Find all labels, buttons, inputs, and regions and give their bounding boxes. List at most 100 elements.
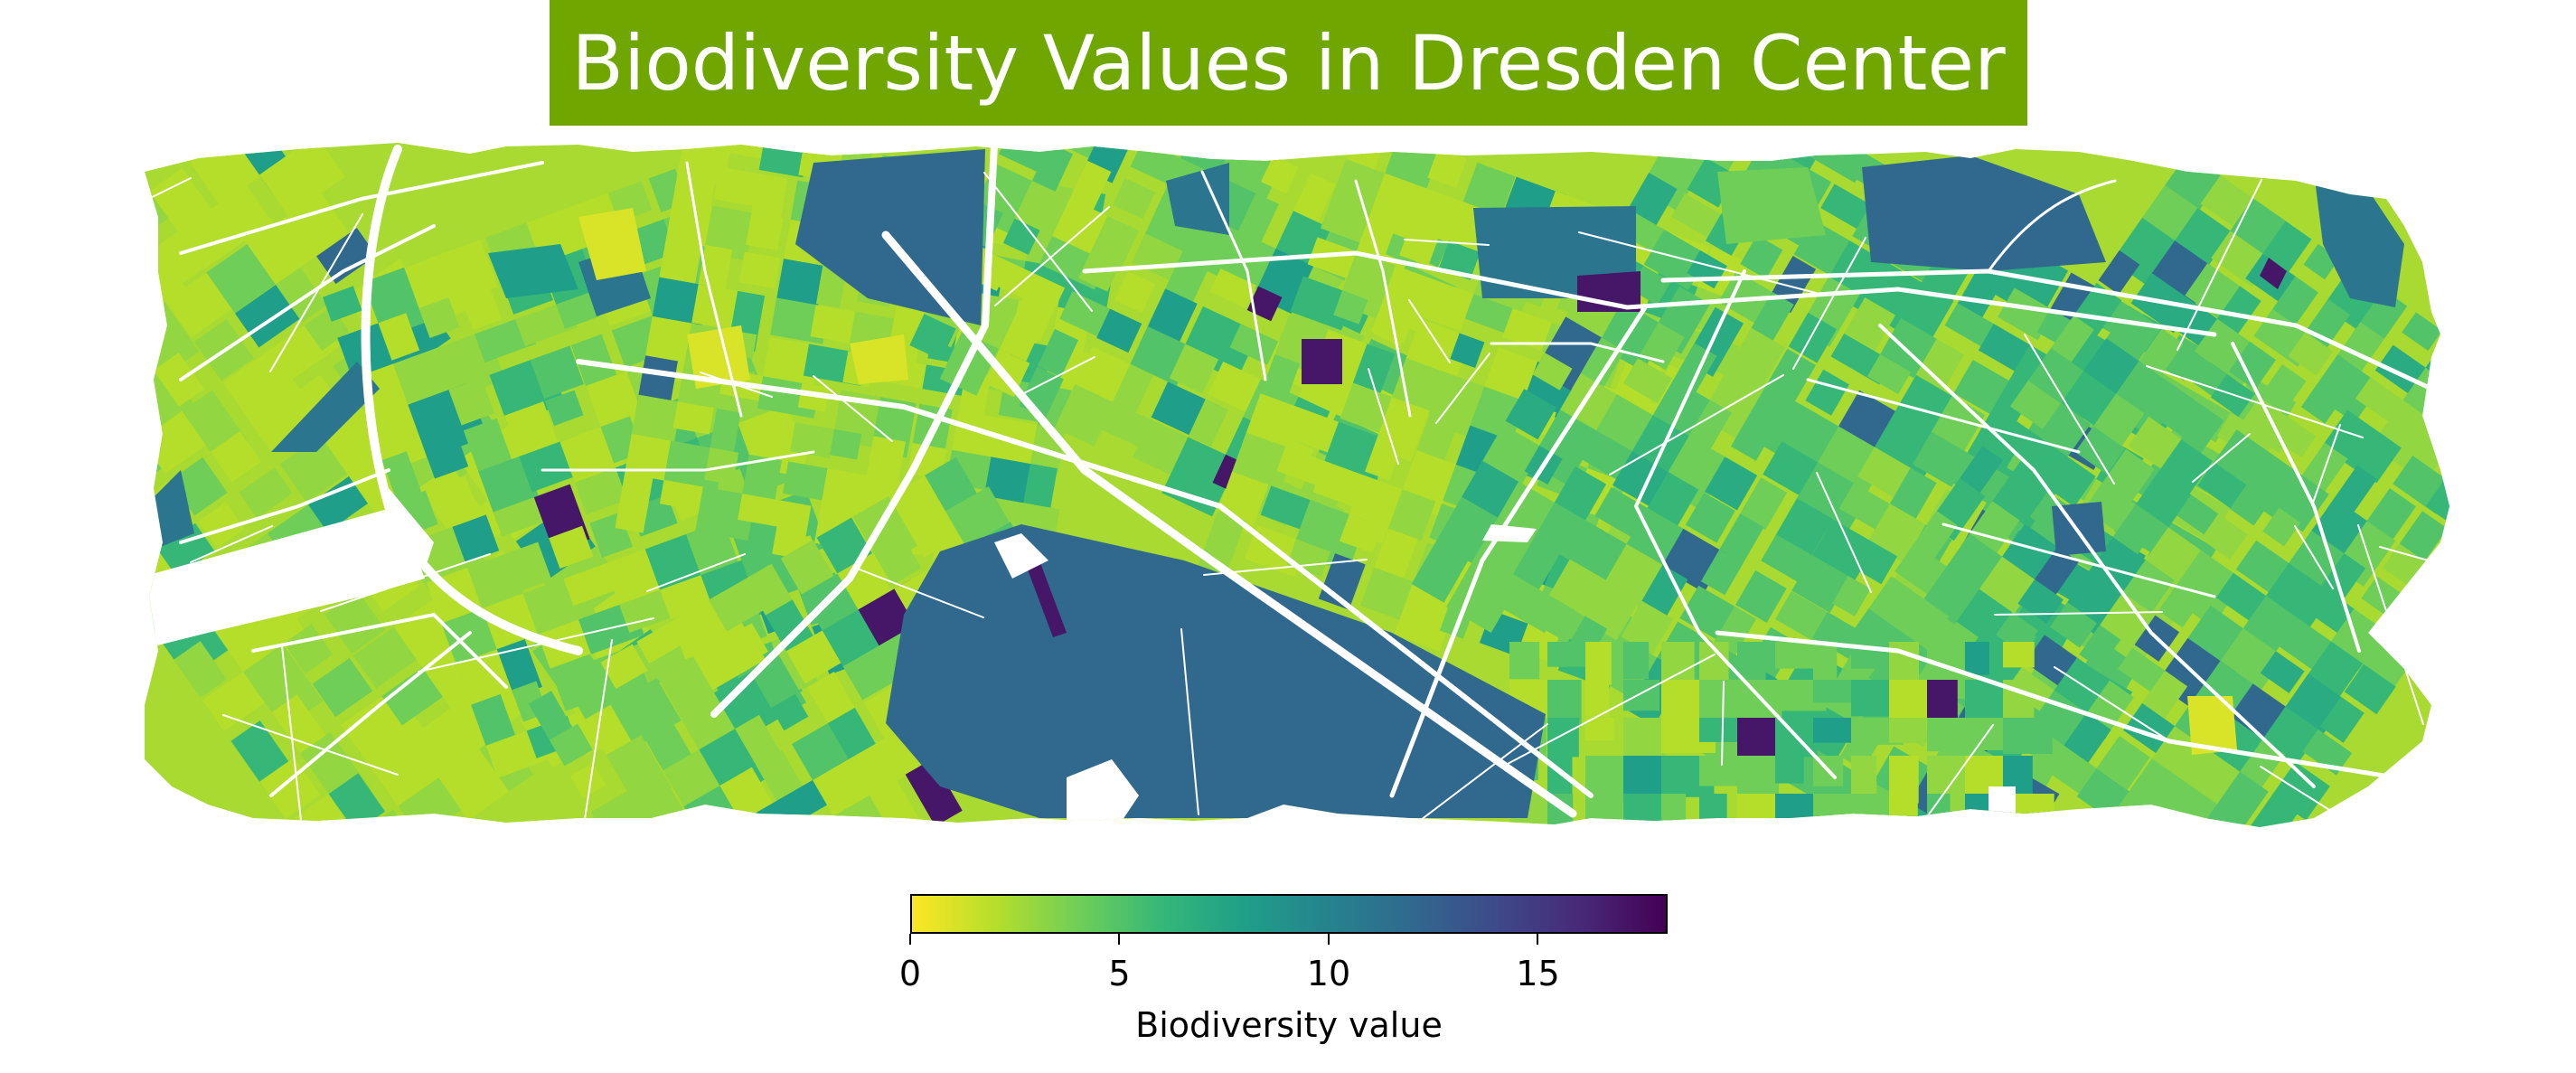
- city-block: [2216, 286, 2261, 335]
- city-block: [1307, 237, 1364, 281]
- street: [813, 375, 893, 442]
- city-block: [1623, 832, 1673, 859]
- city-block: [2003, 642, 2035, 668]
- park-area: [850, 334, 908, 384]
- city-block: [1851, 756, 1877, 800]
- city-block: [316, 834, 379, 859]
- city-block: [1857, 447, 1913, 499]
- street: [2294, 525, 2334, 589]
- city-block: [549, 525, 594, 569]
- street: [1200, 170, 1267, 381]
- city-block: [1002, 218, 1040, 255]
- city-block: [647, 814, 683, 827]
- city-block: [1096, 308, 1142, 353]
- street: [646, 553, 746, 592]
- city-block: [772, 500, 812, 560]
- city-block: [1114, 270, 1156, 313]
- city-block: [169, 456, 228, 516]
- street: [576, 359, 1594, 798]
- city-block: [530, 345, 584, 400]
- city-block: [1502, 307, 1556, 353]
- city-block: [145, 329, 146, 386]
- city-block: [1290, 276, 1355, 331]
- city-block: [422, 433, 469, 479]
- street: [1505, 654, 1716, 766]
- city-block: [1585, 718, 1614, 741]
- city-block: [437, 475, 482, 529]
- city-block: [1333, 290, 1368, 325]
- city-block: [247, 215, 317, 285]
- city-block: [2178, 406, 2224, 457]
- street: [269, 631, 472, 797]
- city-block: [1737, 794, 1782, 819]
- street: [251, 612, 508, 689]
- colorbar-label: Biodiversity value: [1135, 1005, 1443, 1045]
- city-block: [544, 390, 584, 427]
- map-title: Biodiversity Values in Dresden Center: [571, 18, 2006, 108]
- street: [1021, 356, 1095, 395]
- park-area: [1302, 339, 1342, 384]
- city-block: [600, 644, 648, 690]
- city-block: [703, 205, 756, 261]
- city-block: [1627, 173, 1678, 228]
- street: [1609, 374, 1784, 475]
- city-block: [1374, 528, 1418, 579]
- city-block: [726, 848, 794, 859]
- city-block: [328, 773, 386, 827]
- street: [1180, 628, 1199, 815]
- street: [145, 177, 192, 285]
- city-block: [496, 638, 542, 698]
- city-block: [1623, 680, 1659, 711]
- city-block: [1734, 86, 1775, 126]
- park-area: [1026, 560, 1067, 637]
- city-block: [1399, 226, 1439, 267]
- city-block: [145, 438, 163, 497]
- city-block: [659, 479, 705, 512]
- street: [1987, 179, 2117, 273]
- street: [2024, 334, 2115, 485]
- city-block: [1965, 718, 2005, 750]
- street: [1490, 342, 1665, 363]
- street: [685, 161, 743, 418]
- city-block: [563, 563, 616, 607]
- city-block: [279, 435, 348, 503]
- city-block: [459, 283, 503, 330]
- street: [1660, 268, 2434, 391]
- city-block: [308, 475, 368, 532]
- city-block: [709, 578, 765, 632]
- street: [222, 714, 399, 776]
- city-block: [1054, 384, 1115, 447]
- city-block: [153, 353, 204, 407]
- city-block: [672, 401, 714, 435]
- city-block: [1246, 286, 1283, 322]
- city-block: [2447, 446, 2449, 491]
- city-block: [1450, 333, 1485, 369]
- void-area: [145, 506, 425, 651]
- city-block: [1024, 50, 1089, 118]
- city-block: [1059, 291, 1115, 339]
- city-block: [1446, 553, 1522, 634]
- street: [179, 161, 544, 255]
- city-block: [869, 779, 926, 827]
- city-block: [210, 430, 262, 483]
- city-block: [1130, 143, 1182, 185]
- city-block: [1037, 328, 1079, 378]
- city-block: [738, 494, 787, 528]
- city-block: [1735, 569, 1787, 623]
- city-block: [145, 507, 150, 564]
- city-block: [1133, 419, 1189, 475]
- street: [1435, 353, 1490, 424]
- biodiversity-map: [3, 50, 2449, 859]
- city-block: [1509, 642, 1540, 680]
- city-block: [2160, 334, 2203, 381]
- colorbar-tick: [1118, 934, 1121, 945]
- city-block: [1700, 549, 1744, 596]
- city-block: [761, 836, 826, 859]
- colorbar-tick-label: 10: [1306, 954, 1351, 993]
- park-area: [488, 244, 578, 298]
- city-block: [782, 461, 834, 502]
- park-area: [1717, 167, 1826, 244]
- city-block: [3, 382, 77, 454]
- void-area: [994, 533, 1048, 579]
- city-block: [729, 623, 768, 665]
